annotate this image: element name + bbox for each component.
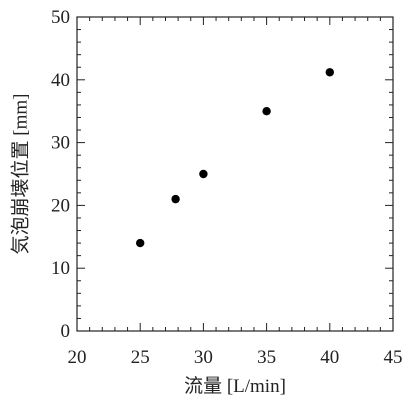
x-tick-label: 45 bbox=[384, 347, 403, 368]
x-tick-labels: 20 25 30 35 40 45 bbox=[68, 347, 403, 368]
y-tick-label: 40 bbox=[51, 70, 70, 91]
data-point bbox=[325, 68, 334, 77]
y-tick-label: 0 bbox=[61, 321, 71, 342]
data-point bbox=[262, 107, 271, 116]
y-axis-label: 気泡崩壊位置 [mm] bbox=[9, 94, 31, 255]
y-tick-label: 50 bbox=[51, 7, 70, 28]
axis-ticks bbox=[76, 16, 394, 332]
x-tick-label: 35 bbox=[257, 347, 276, 368]
data-point bbox=[171, 194, 180, 204]
data-point bbox=[136, 238, 145, 248]
x-tick-label: 30 bbox=[194, 347, 213, 368]
x-tick-label: 40 bbox=[320, 347, 339, 368]
y-tick-label: 10 bbox=[51, 258, 70, 279]
y-tick-labels: 0 10 20 30 40 50 bbox=[51, 7, 70, 342]
data-point bbox=[199, 169, 208, 179]
x-tick-label: 20 bbox=[68, 347, 87, 368]
x-tick-label: 25 bbox=[131, 347, 150, 368]
x-axis-label: 流量 [L/min] bbox=[184, 375, 286, 397]
y-tick-label: 30 bbox=[51, 133, 70, 154]
y-tick-label: 20 bbox=[51, 195, 70, 216]
data-points bbox=[136, 68, 334, 248]
plot-frame bbox=[76, 16, 394, 332]
